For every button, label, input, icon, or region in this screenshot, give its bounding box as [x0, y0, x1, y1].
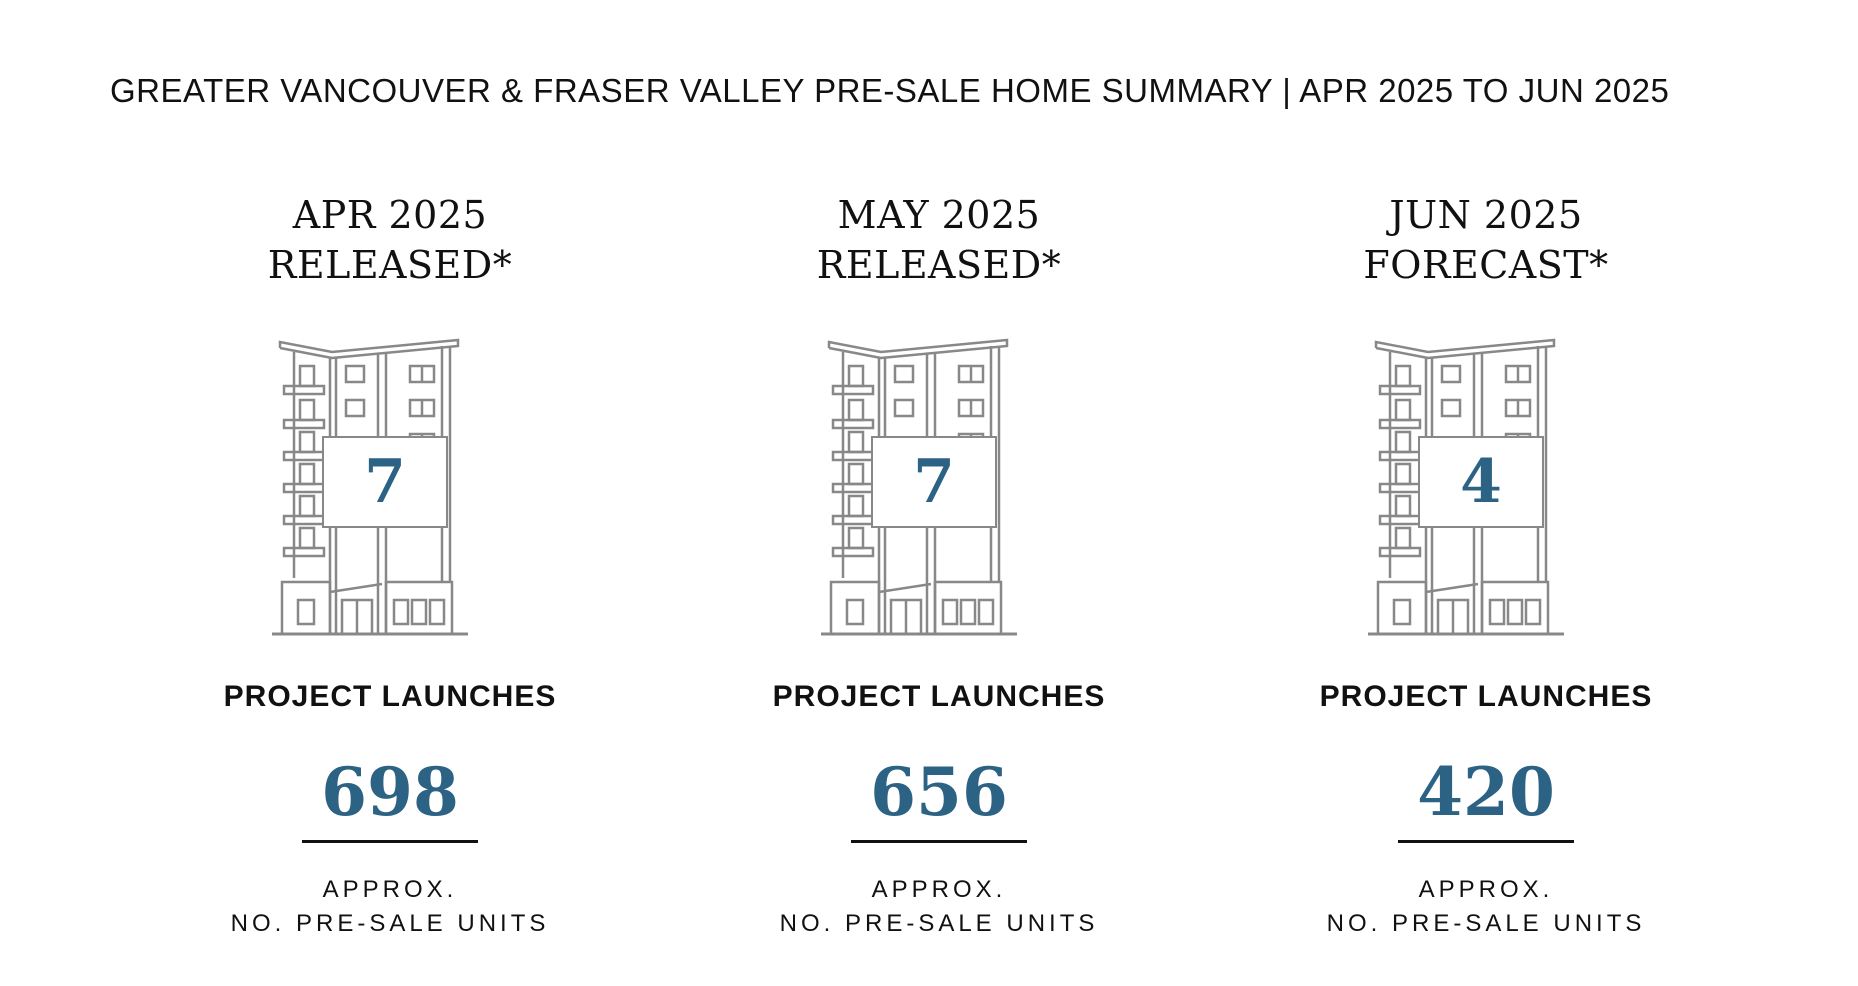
units-count: 420	[1417, 753, 1555, 831]
units-label-line1: APPROX.	[322, 876, 458, 903]
project-launches-count: 7	[322, 436, 448, 528]
divider	[1398, 840, 1574, 843]
period-label: MAY 2025	[837, 193, 1041, 237]
building-icon: 4	[1366, 338, 1606, 638]
units-label: APPROX. NO. PRE-SALE UNITS	[110, 873, 670, 941]
building-icon: 7	[270, 338, 510, 638]
building-icon: 7	[819, 338, 1059, 638]
status-label: RELEASED*	[816, 243, 1062, 287]
summary-column-apr: APR 2025 RELEASED* 7 PROJECT LAUNCHES 69…	[110, 190, 670, 941]
units-count: 698	[321, 753, 459, 831]
units-label-line2: NO. PRE-SALE UNITS	[230, 910, 550, 937]
units-label-line1: APPROX.	[871, 876, 1007, 903]
project-launches-label: PROJECT LAUNCHES	[1319, 680, 1653, 713]
summary-column-jun: JUN 2025 FORECAST* 4 PROJECT LAUNCHES 42…	[1206, 190, 1766, 941]
project-launches-label: PROJECT LAUNCHES	[772, 680, 1106, 713]
units-label-line1: APPROX.	[1418, 876, 1554, 903]
units-label-line2: NO. PRE-SALE UNITS	[1326, 910, 1646, 937]
project-launches-count: 7	[871, 436, 997, 528]
status-label: RELEASED*	[267, 243, 513, 287]
period-label: APR 2025	[292, 193, 488, 237]
project-launches-count: 4	[1418, 436, 1544, 528]
units-label: APPROX. NO. PRE-SALE UNITS	[1206, 873, 1766, 941]
summary-column-may: MAY 2025 RELEASED* 7 PROJECT LAUNCHES 65…	[659, 190, 1219, 941]
status-label: FORECAST*	[1363, 243, 1609, 287]
units-label: APPROX. NO. PRE-SALE UNITS	[659, 873, 1219, 941]
project-launches-label: PROJECT LAUNCHES	[223, 680, 557, 713]
divider	[302, 840, 478, 843]
units-count: 656	[870, 753, 1008, 831]
period-label: JUN 2025	[1389, 193, 1583, 237]
divider	[851, 840, 1027, 843]
units-label-line2: NO. PRE-SALE UNITS	[779, 910, 1099, 937]
page-title: GREATER VANCOUVER & FRASER VALLEY PRE-SA…	[110, 72, 1670, 109]
